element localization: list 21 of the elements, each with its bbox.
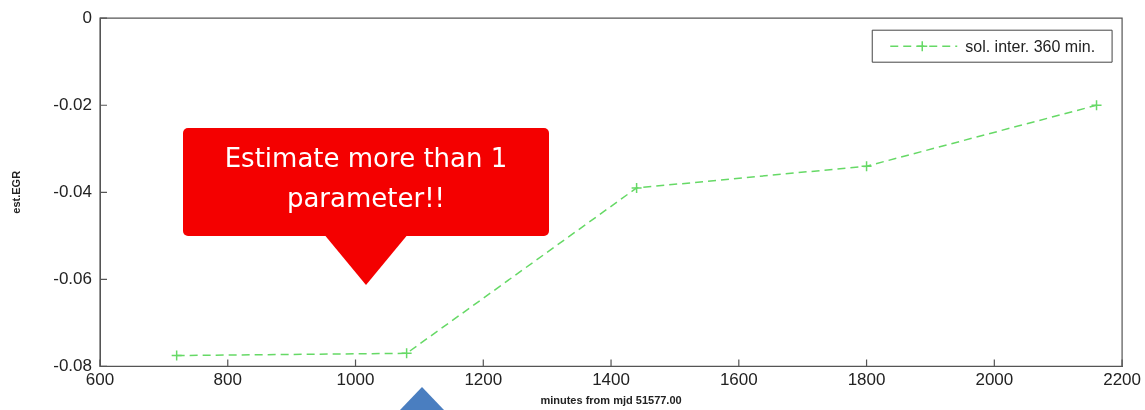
point <box>860 160 873 172</box>
x-tick-label: 2200 <box>1103 370 1141 390</box>
x-tick-label: 2000 <box>975 370 1014 390</box>
y-tick-label: 0 <box>82 7 92 27</box>
annotation: Estimate more than 1 parameter!! <box>223 142 509 215</box>
x-tick-label: 1200 <box>464 370 503 390</box>
legend-label: sol. inter. 360 min. <box>965 37 1096 55</box>
x-tick-label: 800 <box>213 370 242 390</box>
point <box>630 182 643 194</box>
x-axis-title: minutes from mjd 51577.00 <box>540 394 682 407</box>
x-tick-label: 1000 <box>336 370 375 390</box>
y-tick-label: -0.04 <box>53 181 92 201</box>
y-tick-label: -0.02 <box>53 94 92 114</box>
point <box>170 349 183 362</box>
point <box>1090 99 1103 111</box>
y-tick-label: -0.06 <box>53 269 92 289</box>
y-axis-title: est.EGR <box>9 170 22 214</box>
x-tick-label: 1800 <box>847 370 886 390</box>
x-tick-label: 1600 <box>719 370 758 390</box>
x-tick-label: 1400 <box>592 370 630 390</box>
point <box>400 347 413 360</box>
